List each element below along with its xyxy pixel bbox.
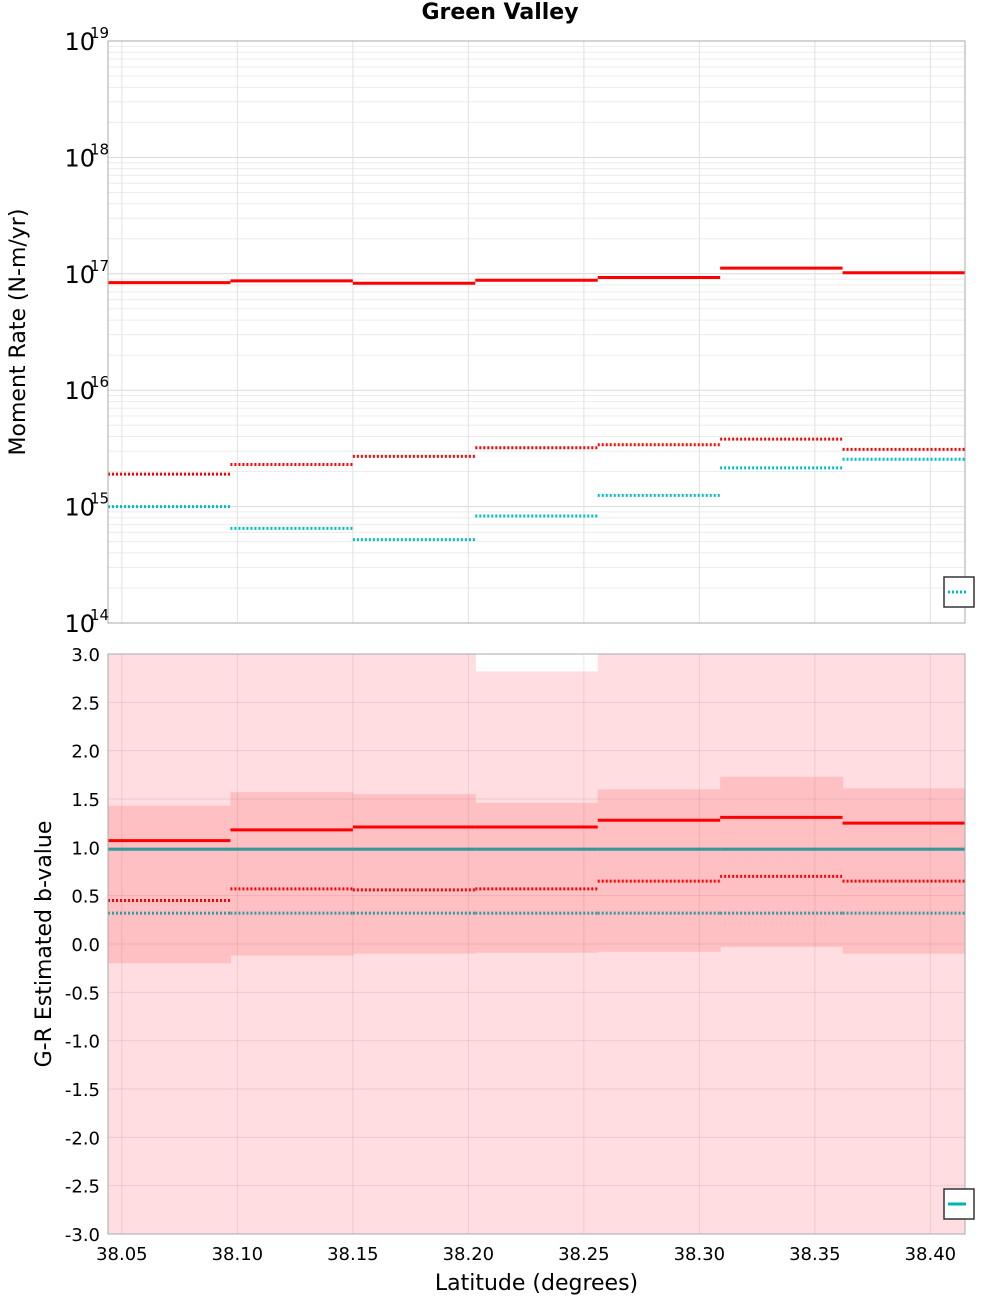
top-y-tick-exponent: 17 [90,257,109,275]
bottom-y-tick-label: -1.0 [65,1032,100,1053]
bottom-plot-frame [107,653,966,1235]
x-tick-label: 38.30 [674,1244,726,1265]
top-y-tick-exponent: 16 [90,373,109,391]
bottom-inner-band [597,789,721,952]
x-tick-label: 38.40 [905,1244,957,1265]
top-y-tick-label: 10 [64,28,95,56]
x-tick-label: 38.10 [212,1244,264,1265]
top-y-tick-exponent: 14 [90,606,109,624]
top-y-tick-exponent: 18 [90,140,109,158]
bottom-y-axis-label: G-R Estimated b-value [32,821,57,1068]
bottom-y-tick-label: 0.5 [71,887,100,908]
top-plot-background [108,41,965,623]
x-tick-label: 38.35 [789,1244,841,1265]
bottom-y-tick-label: 1.5 [71,790,100,811]
x-axis-label: Latitude (degrees) [435,1271,638,1296]
x-tick-label: 38.20 [443,1244,495,1265]
bottom-y-tick-label: 0.0 [71,935,100,956]
top-y-axis-label: Moment Rate (N-m/yr) [6,209,31,456]
top-y-tick-label: 10 [64,494,95,522]
bottom-y-tick-label: 1.0 [71,838,100,859]
bottom-y-tick-label: 2.5 [71,693,100,714]
bottom-inner-band [230,792,354,956]
bottom-y-tick-label: -2.0 [65,1128,100,1149]
bottom-y-tick-label: -1.5 [65,1080,100,1101]
x-tick-label: 38.15 [327,1244,379,1265]
top-y-tick-label: 10 [64,144,95,172]
bottom-inner-band [352,794,476,954]
bottom-y-tick-label: -3.0 [65,1225,100,1246]
top-plot-frame [107,40,966,624]
top-y-tick-exponent: 15 [90,490,109,508]
bottom-inner-band [475,802,599,953]
top-y-tick-label: 10 [64,610,95,638]
x-tick-label: 38.05 [96,1244,148,1265]
top-y-tick-label: 10 [64,261,95,289]
bottom-inner-band [720,776,844,947]
bottom-inner-band [842,788,966,954]
top-y-tick-exponent: 19 [90,24,109,42]
top-y-tick-label: 10 [64,377,95,405]
bottom-inner-band [108,805,231,964]
bottom-y-tick-label: -0.5 [65,983,100,1004]
chart-title: Green Valley [421,0,579,25]
bottom-y-tick-label: -2.5 [65,1177,100,1198]
x-tick-label: 38.25 [558,1244,610,1265]
bottom-y-tick-label: 3.0 [71,645,100,666]
bottom-outer-band [475,671,599,1234]
bottom-y-tick-label: 2.0 [71,742,100,763]
